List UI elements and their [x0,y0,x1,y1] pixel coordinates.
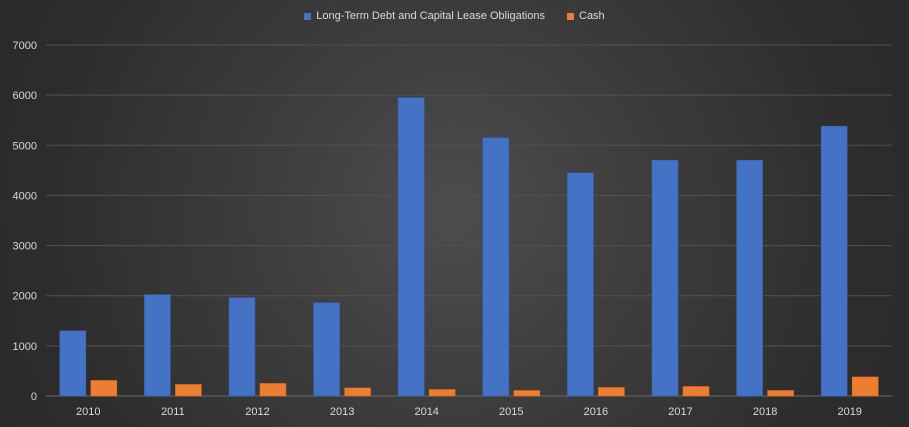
x-tick-label: 2017 [668,406,692,418]
legend-swatch-cash [567,12,574,20]
y-tick-label: 1000 [13,341,37,353]
legend-item-cash: Cash [567,10,605,22]
x-tick-label: 2010 [76,406,100,418]
bar-cash [175,384,202,397]
bar-debt [228,297,256,397]
bar-cash [513,390,541,397]
bar-cash [344,387,371,397]
x-tick-label: 2015 [499,406,523,418]
bar-debt [397,97,425,397]
bar-debt [651,160,679,397]
bar-debt [144,294,171,397]
y-tick-label: 5000 [13,140,37,152]
x-tick-label: 2014 [414,406,438,418]
x-tick-label: 2012 [245,406,269,418]
bar-cash [767,390,794,397]
bar-cash [90,380,118,397]
bar-debt [313,302,340,397]
bar-cash [259,383,287,397]
legend-item-debt: Long-Term Debt and Capital Lease Obligat… [304,10,545,22]
bar-debt [736,160,763,397]
bar-debt [567,172,594,397]
y-tick-label: 2000 [13,291,37,303]
y-tick-label: 7000 [13,40,37,52]
x-tick-label: 2018 [753,406,777,418]
bar-debt [820,125,848,397]
y-tick-label: 4000 [13,190,37,202]
bar-cash [682,386,710,397]
y-tick-label: 6000 [13,90,37,102]
x-tick-label: 2013 [330,406,354,418]
x-tick-label: 2019 [837,406,861,418]
legend-swatch-debt [304,12,312,20]
bar-cash [598,387,625,397]
legend: Long-Term Debt and Capital Lease Obligat… [0,10,909,22]
legend-label-debt: Long-Term Debt and Capital Lease Obligat… [316,10,545,22]
y-tick-label: 3000 [13,241,37,253]
bar-cash [428,389,456,397]
y-tick-label: 0 [31,391,37,403]
legend-label-cash: Cash [579,10,605,22]
bar-debt [482,137,510,397]
x-tick-label: 2016 [584,406,608,418]
bar-debt [59,330,87,397]
x-tick-label: 2011 [161,406,185,418]
bar-cash [851,376,879,397]
